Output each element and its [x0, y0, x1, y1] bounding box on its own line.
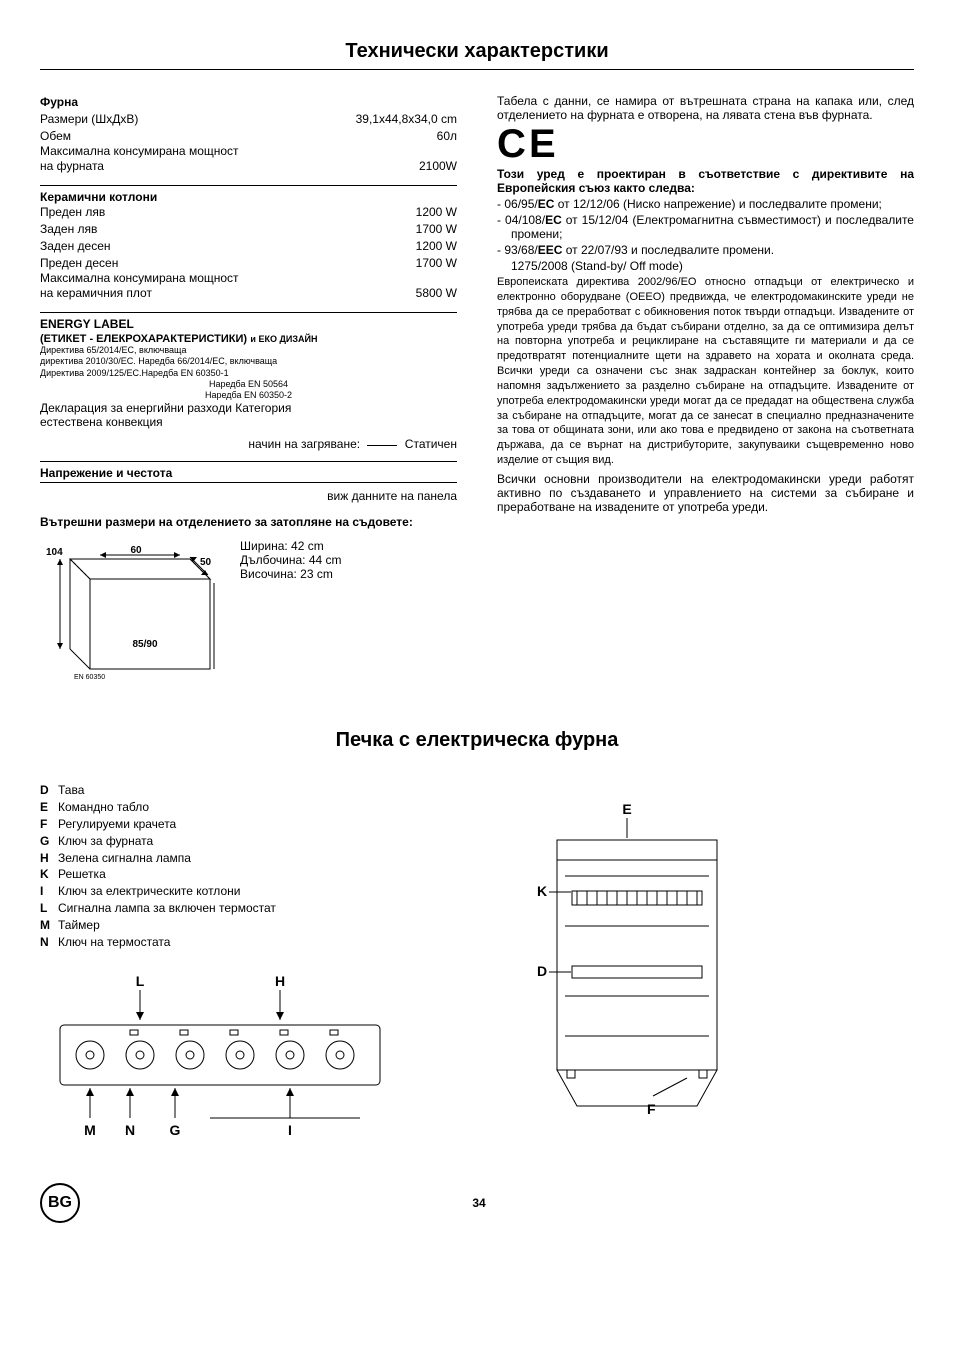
- dir4: Наредба EN 50564: [40, 379, 457, 390]
- fr-label: Преден десен: [40, 255, 118, 272]
- rr-value: 1200 W: [416, 238, 457, 255]
- hob-max-label2: на керамичния плот: [40, 285, 152, 302]
- volt-head: Напрежение и честота: [40, 461, 457, 483]
- hob-max-value: 5800 W: [416, 285, 457, 302]
- stove-outline-diagram: 60 50 104 85/90 EN 60350: [40, 529, 220, 699]
- inner-h: Височина: 23 cm: [240, 567, 342, 581]
- oven-head: Фурна: [40, 94, 78, 111]
- parts-item: MТаймер: [40, 917, 457, 934]
- inner-d: Дълбочина: 44 cm: [240, 553, 342, 567]
- volume-value: 60л: [437, 128, 457, 145]
- page-title-second: Печка с електрическа фурна: [40, 729, 914, 752]
- oven-front-diagram: E: [497, 796, 757, 1116]
- hob-max-label1: Максимална консумирана мощност: [40, 271, 457, 285]
- inner-w: Ширина: 42 cm: [240, 539, 342, 553]
- energy-sub-s: и ЕКО ДИЗАЙН: [250, 334, 317, 344]
- parts-item: FРегулируеми крачета: [40, 816, 457, 833]
- oven-F: F: [647, 1101, 656, 1116]
- heating-line: начин на загряване: Статичен: [40, 437, 457, 451]
- volume-label: Обем: [40, 128, 71, 145]
- weee-text: Европеиската директива 2002/96/EО относн…: [497, 275, 914, 468]
- oven-D: D: [537, 963, 547, 979]
- max-power-value: 2100W: [419, 158, 457, 175]
- rl-value: 1700 W: [416, 221, 457, 238]
- panel-M: M: [84, 1122, 96, 1138]
- mfr-text: Всички основни производители на електрод…: [497, 472, 914, 514]
- parts-item: GКлюч за фурната: [40, 833, 457, 850]
- language-badge: BG: [40, 1183, 80, 1223]
- directive-2: 04/108/EC от 15/12/04 (Електромагнитна с…: [497, 213, 914, 241]
- rl-label: Заден ляв: [40, 221, 97, 238]
- parts-item: IКлюч за електрическите котлони: [40, 883, 457, 900]
- directive-3: 93/68/EEC от 22/07/93 и последвалите про…: [497, 243, 914, 257]
- oven-E: E: [622, 801, 631, 817]
- dims-label: Размери (ШхДхВ): [40, 111, 138, 128]
- ce-intro: Този уред е проектиран в съответствие с …: [497, 167, 914, 195]
- stove-50: 50: [200, 557, 212, 568]
- control-panel-diagram: L H: [40, 970, 400, 1150]
- page-title-main: Технически характерстики: [40, 40, 914, 70]
- parts-item: LСигнална лампа за включен термостат: [40, 900, 457, 917]
- fl-value: 1200 W: [416, 204, 457, 221]
- heating-label: начин на загряване:: [248, 437, 360, 451]
- page-number: 34: [80, 1196, 878, 1210]
- inner-head: Вътрешни размери на отделението за затоп…: [40, 515, 457, 529]
- energy-sub-b: (ЕТИКЕТ - ЕЛЕКРОХАРАКТЕРИСТИКИ): [40, 333, 247, 345]
- fr-value: 1700 W: [416, 255, 457, 272]
- stove-60: 60: [130, 545, 142, 556]
- max-power-label1: Максимална консумирана мощност: [40, 144, 457, 158]
- left-column: Фурна Размери (ШхДхВ) 39,1x44,8x34,0 cm …: [40, 94, 457, 699]
- panel-N: N: [125, 1122, 135, 1138]
- hob-head: Керамични котлони: [40, 185, 457, 204]
- energy-head: ENERGY LABEL: [40, 312, 457, 331]
- dir5: Наредба EN 60350-2: [40, 390, 457, 401]
- panel-G: G: [170, 1122, 181, 1138]
- panel-I: I: [288, 1122, 292, 1138]
- plate-note: Табела с данни, се намира от вътрешната …: [497, 94, 914, 122]
- stove-104: 104: [46, 547, 63, 558]
- dir2: директива 2010/30/EC. Наредба 66/2014/EC…: [40, 356, 457, 367]
- parts-item: DТава: [40, 782, 457, 799]
- volt-value: виж данните на панела: [40, 489, 457, 503]
- fl-label: Преден ляв: [40, 204, 105, 221]
- parts-item: EКомандно табло: [40, 799, 457, 816]
- panel-L: L: [136, 973, 145, 989]
- parts-item: NКлюч на термостата: [40, 934, 457, 951]
- decl2: естествена конвекция: [40, 415, 457, 429]
- oven-K: K: [537, 883, 547, 899]
- rr-label: Заден десен: [40, 238, 111, 255]
- stove-en: EN 60350: [74, 674, 105, 681]
- parts-list: DТаваEКомандно таблоFРегулируеми крачета…: [40, 782, 457, 950]
- ce-mark-icon: C E: [497, 122, 914, 167]
- stove-8590: 85/90: [132, 639, 157, 650]
- max-power-label2: на фурната: [40, 158, 104, 175]
- panel-H: H: [275, 973, 285, 989]
- dir3: Директива 2009/125/EC.Наредба EN 60350-1: [40, 368, 457, 379]
- heating-value: Статичен: [405, 437, 457, 451]
- dir1: Директива 65/2014/EC, включваща: [40, 345, 457, 356]
- directive-1: 06/95/EC от 12/12/06 (Ниско напрежение) …: [497, 197, 914, 211]
- parts-item: KРешетка: [40, 866, 457, 883]
- right-column: Табела с данни, се намира от вътрешната …: [497, 94, 914, 699]
- decl1: Декларация за енергийни разходи Категори…: [40, 401, 457, 415]
- parts-item: HЗелена сигнална лампа: [40, 850, 457, 867]
- heating-underline: [367, 445, 397, 446]
- dims-value: 39,1x44,8x34,0 cm: [356, 111, 457, 128]
- standby-note: 1275/2008 (Stand-by/ Off mode): [497, 259, 914, 273]
